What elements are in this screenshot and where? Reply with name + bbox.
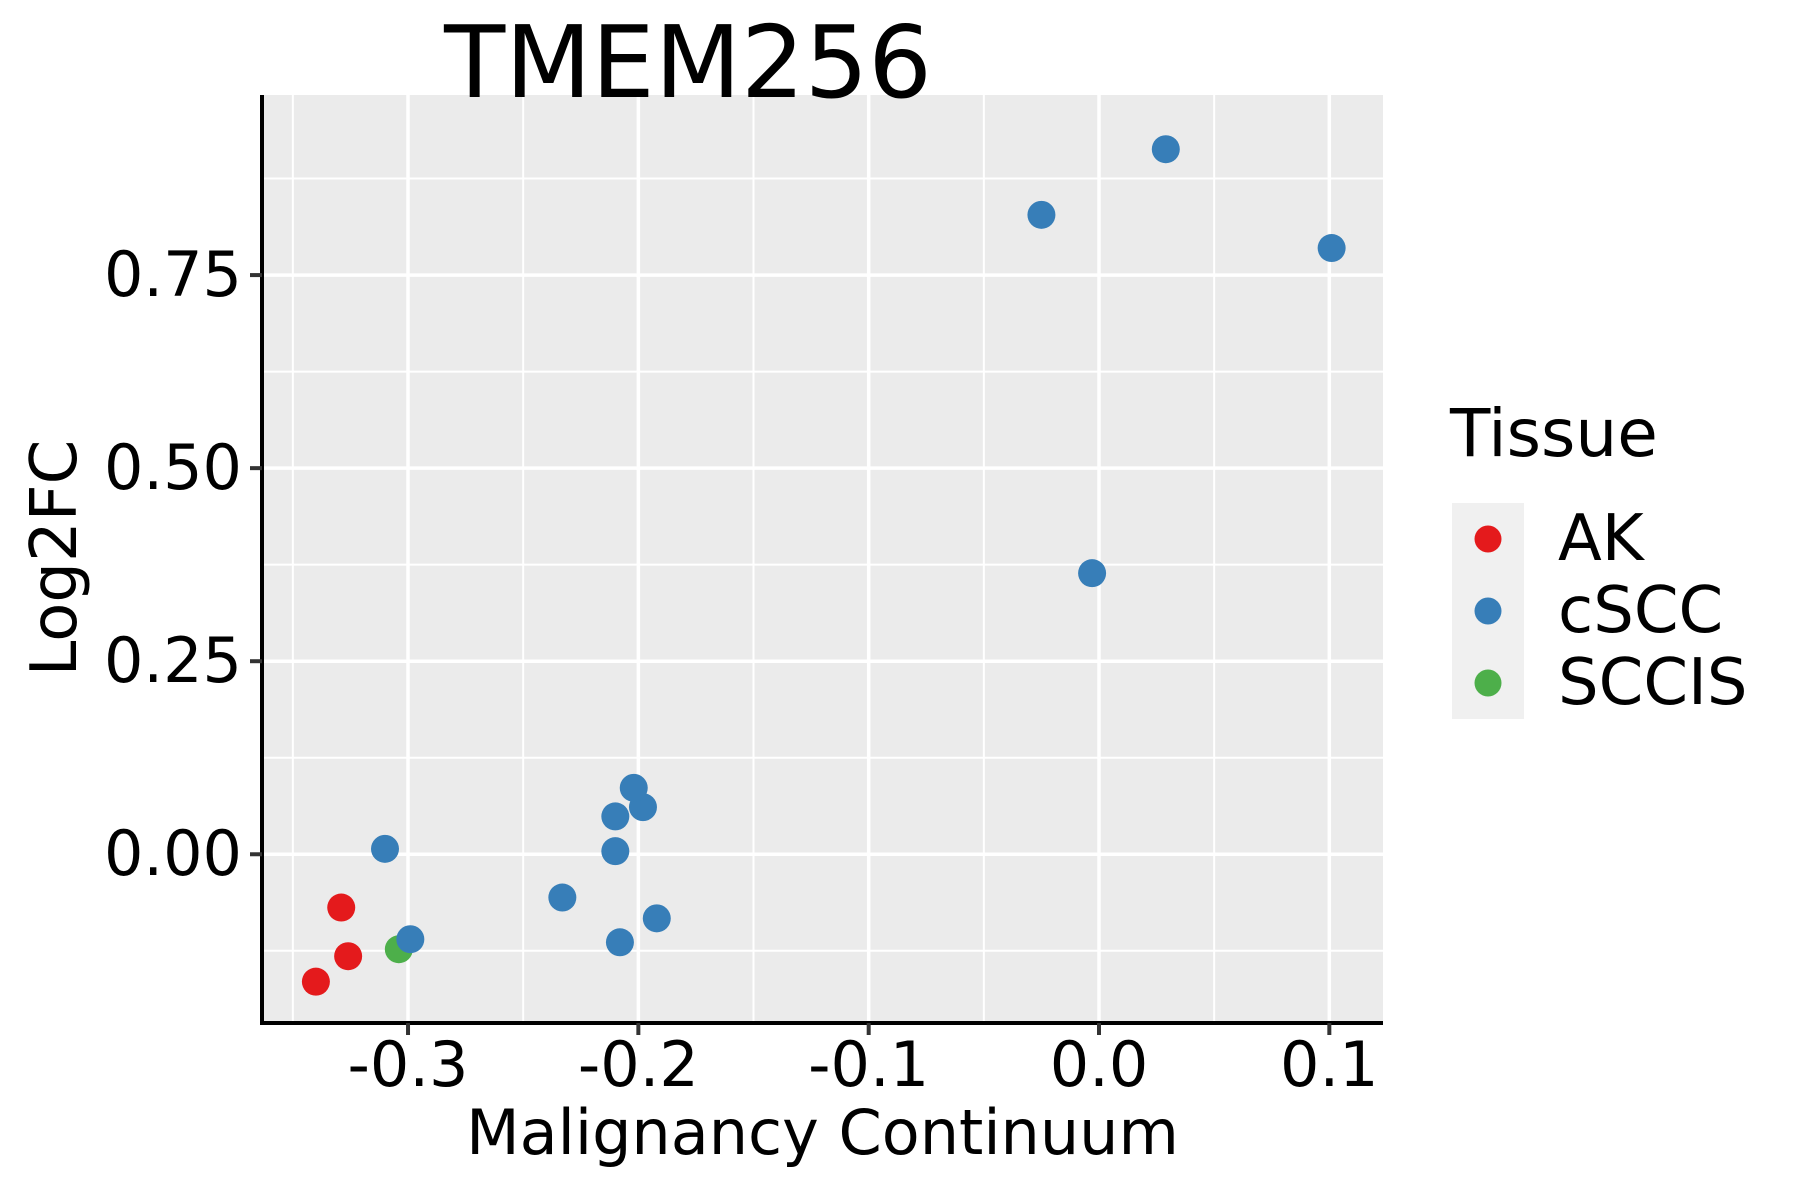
data-point-cSCC xyxy=(1078,559,1107,588)
legend-item-SCCIS: SCCIS xyxy=(1452,647,1748,719)
data-point-cSCC xyxy=(1317,234,1346,263)
data-point-cSCC xyxy=(370,834,399,863)
legend-title: Tissue xyxy=(1450,395,1658,472)
legend-key xyxy=(1452,503,1524,575)
data-point-AK xyxy=(334,942,363,971)
data-point-cSCC xyxy=(1151,135,1180,164)
legend-key xyxy=(1452,647,1524,719)
data-point-cSCC xyxy=(1027,200,1056,229)
data-point-cSCC xyxy=(619,773,648,802)
legend-dot-icon xyxy=(1474,525,1502,553)
data-point-AK xyxy=(301,967,330,996)
data-point-cSCC xyxy=(396,925,425,954)
x-tick-label: 0.1 xyxy=(1280,1028,1379,1101)
data-point-cSCC xyxy=(642,904,671,933)
x-axis-title: Malignancy Continuum xyxy=(466,1096,1179,1169)
data-point-cSCC xyxy=(548,883,577,912)
data-point-cSCC xyxy=(601,837,630,866)
data-point-cSCC xyxy=(605,928,634,957)
x-tick-label: 0.0 xyxy=(1049,1028,1149,1101)
legend-key xyxy=(1452,575,1524,647)
legend: Tissue AK cSCC SCCIS xyxy=(1450,395,1748,719)
plot-title: TMEM256 xyxy=(444,4,932,121)
data-point-cSCC xyxy=(601,802,630,831)
legend-items: AK cSCC SCCIS xyxy=(1452,503,1748,719)
x-tick-label: -0.1 xyxy=(808,1028,930,1101)
panel-background xyxy=(262,95,1383,1023)
data-point-AK xyxy=(327,893,356,922)
legend-item-AK: AK xyxy=(1452,503,1748,575)
x-tick-label: -0.2 xyxy=(577,1028,699,1101)
legend-label: cSCC xyxy=(1558,574,1724,648)
legend-item-cSCC: cSCC xyxy=(1452,575,1748,647)
y-tick-label: 0.25 xyxy=(103,624,242,698)
x-tick-label: -0.3 xyxy=(347,1028,469,1101)
legend-dot-icon xyxy=(1474,669,1502,697)
y-tick-label: 0.00 xyxy=(103,817,242,891)
y-tick-label: 0.75 xyxy=(103,238,242,312)
legend-label: SCCIS xyxy=(1558,646,1748,720)
legend-label: AK xyxy=(1558,502,1644,576)
y-tick-label: 0.50 xyxy=(103,431,242,505)
legend-dot-icon xyxy=(1474,597,1502,625)
